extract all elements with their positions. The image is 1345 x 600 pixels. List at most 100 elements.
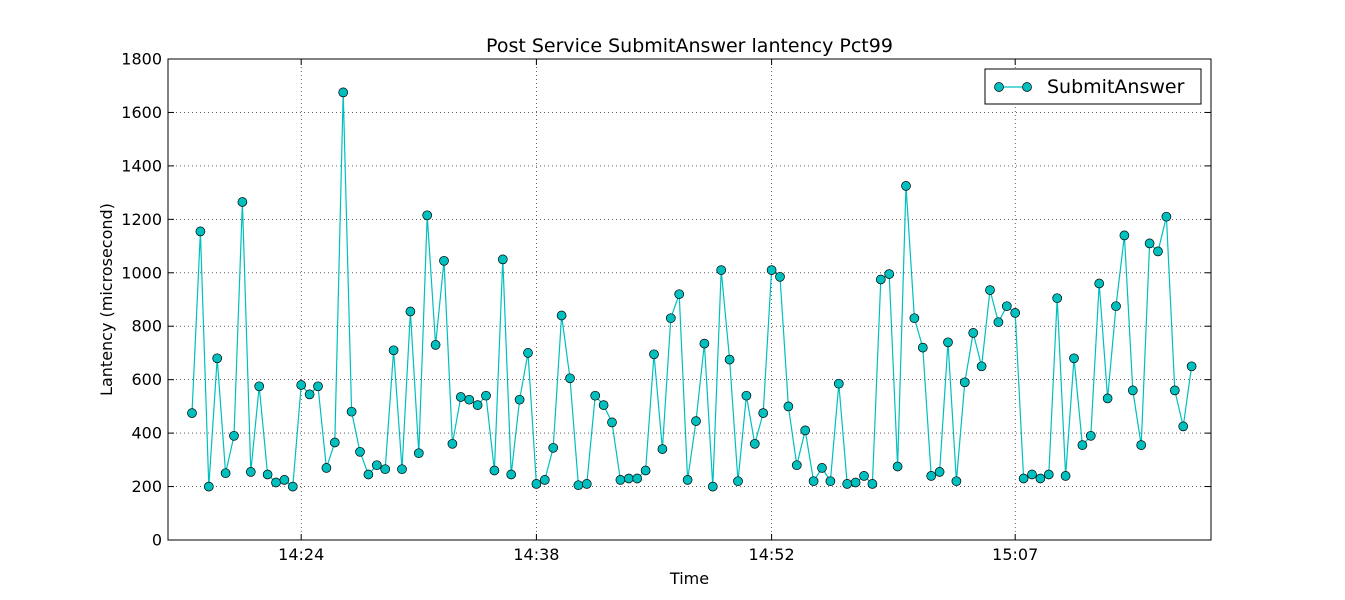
data-point: [254, 381, 265, 392]
data-point: [926, 471, 937, 481]
data-point: [1085, 430, 1096, 441]
data-point: [1127, 385, 1138, 396]
data-point: [1043, 469, 1054, 480]
data-point: [674, 289, 685, 300]
data-point: [447, 438, 458, 449]
data-point: [699, 338, 710, 349]
y-tick-label: 1800: [121, 50, 162, 69]
legend-label: SubmitAnswer: [1047, 76, 1185, 98]
data-point: [405, 306, 416, 317]
data-point: [229, 430, 239, 441]
data-point: [514, 394, 525, 405]
data-point: [632, 473, 643, 484]
y-tick-label: 1200: [121, 210, 162, 229]
data-point: [455, 392, 466, 402]
data-point: [833, 378, 844, 389]
data-point: [464, 394, 475, 405]
data-point: [539, 475, 550, 485]
data-point: [363, 469, 374, 480]
legend: SubmitAnswer: [984, 68, 1202, 105]
data-point: [313, 381, 323, 392]
data-point: [724, 354, 735, 365]
data-point: [220, 468, 231, 479]
data-point: [985, 285, 995, 295]
data-point: [749, 438, 760, 449]
data-point: [875, 274, 886, 285]
data-point: [1111, 301, 1121, 312]
data-point: [489, 465, 500, 476]
data-point: [531, 479, 542, 489]
data-point: [892, 461, 903, 472]
x-tick-label: 14:38: [513, 545, 559, 564]
data-point: [590, 390, 601, 401]
data-point: [439, 255, 449, 266]
data-point: [380, 464, 391, 475]
data-point: [212, 353, 223, 364]
data-point: [1178, 421, 1189, 432]
data-point: [783, 401, 794, 412]
data-point: [884, 269, 895, 279]
legend-marker-left: [994, 82, 1004, 92]
data-point: [968, 328, 979, 338]
series-layer: [187, 87, 1197, 492]
data-point: [1001, 301, 1012, 312]
data-point: [909, 313, 920, 324]
data-point: [556, 310, 567, 321]
data-point: [657, 444, 668, 454]
data-point: [1102, 393, 1113, 404]
data-point: [808, 476, 819, 487]
data-point: [959, 377, 970, 388]
data-point: [271, 477, 281, 488]
data-point: [472, 400, 483, 410]
data-point: [1052, 293, 1063, 304]
data-point: [1153, 246, 1163, 257]
grid-lines: [168, 59, 1211, 540]
data-point: [1094, 278, 1105, 289]
data-point: [304, 389, 315, 400]
data-point: [1186, 361, 1197, 372]
data-point: [497, 254, 508, 265]
data-point: [413, 448, 424, 459]
data-point: [388, 345, 399, 356]
data-point: [321, 463, 332, 473]
data-point: [346, 406, 357, 417]
data-point: [623, 473, 634, 484]
data-point: [203, 481, 214, 492]
y-tick-label: 200: [131, 477, 162, 496]
data-point: [422, 210, 433, 221]
data-point: [825, 476, 836, 487]
y-tick-label: 600: [131, 370, 162, 389]
data-point: [355, 446, 365, 457]
y-tick-labels: 0 200 400 600 800 1000 1200 1400 1600 1800: [121, 50, 162, 550]
data-point: [615, 475, 626, 485]
data-point: [187, 408, 197, 418]
x-tick-label: 14:52: [749, 545, 795, 564]
data-point: [682, 475, 693, 485]
data-point: [707, 481, 718, 492]
data-point: [934, 467, 945, 477]
data-point: [943, 337, 953, 348]
data-point: [859, 471, 869, 481]
legend-marker-right: [1022, 82, 1032, 92]
y-axis-title: Lantency (microsecond): [97, 203, 116, 396]
data-point: [607, 417, 617, 428]
data-point: [1018, 473, 1029, 484]
x-tick-labels: 14:24 14:38 14:52 15:07: [278, 545, 1038, 564]
data-point: [397, 464, 407, 475]
data-point: [430, 340, 441, 350]
x-tick-label: 15:07: [992, 545, 1038, 564]
data-point: [506, 469, 517, 480]
y-tick-label: 0: [152, 531, 162, 550]
plot-frame: [167, 58, 1212, 541]
data-point: [1060, 471, 1071, 481]
data-point: [649, 349, 659, 360]
data-point: [1077, 440, 1088, 450]
data-point: [775, 271, 785, 282]
data-point: [195, 226, 206, 237]
data-point: [296, 380, 307, 390]
data-point: [691, 416, 701, 426]
data-point: [800, 425, 811, 436]
data-point: [581, 479, 592, 489]
